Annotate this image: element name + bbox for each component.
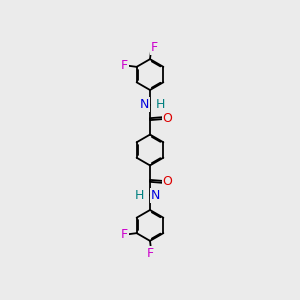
Text: O: O	[163, 176, 172, 188]
Text: N: N	[151, 189, 160, 202]
Text: O: O	[163, 112, 172, 124]
Text: F: F	[151, 41, 158, 54]
Text: H: H	[155, 98, 165, 111]
Text: F: F	[121, 228, 128, 241]
Text: F: F	[121, 59, 128, 72]
Text: H: H	[135, 189, 145, 202]
Text: F: F	[146, 247, 154, 260]
Text: N: N	[140, 98, 149, 111]
